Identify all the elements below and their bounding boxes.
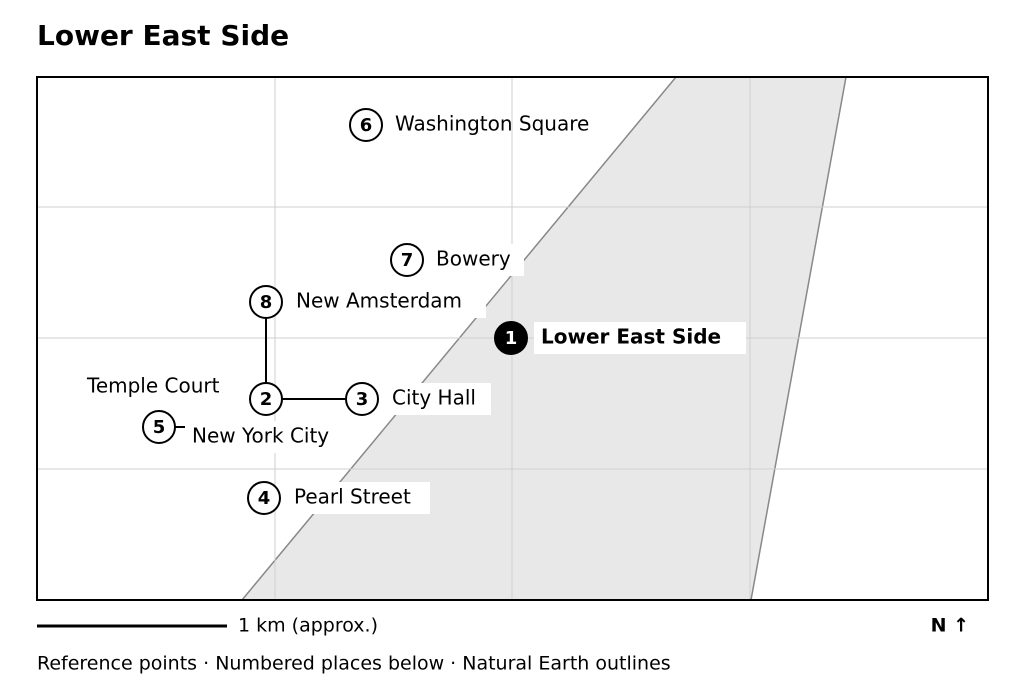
- place-number: 8: [260, 292, 273, 313]
- place-label: Lower East Side: [541, 325, 721, 349]
- label-background: [534, 322, 746, 354]
- place-label: City Hall: [392, 386, 476, 410]
- place-label: Bowery: [436, 247, 511, 271]
- label-background: [290, 286, 486, 318]
- place-marker: [142, 410, 176, 444]
- map: 1 Lower East Side 2 Temple Court 3 City …: [36, 76, 989, 601]
- north-arrow: N ↑: [931, 615, 969, 637]
- label-background: [386, 383, 491, 415]
- place-number: 3: [356, 389, 369, 410]
- place-label: New Amsterdam: [296, 289, 462, 313]
- place-label: Temple Court: [86, 374, 220, 398]
- place-number: 6: [360, 115, 373, 136]
- place-marker: [247, 481, 281, 515]
- place-number: 5: [153, 417, 166, 438]
- place-number: 2: [260, 389, 273, 410]
- place-marker: [494, 321, 528, 355]
- footer: Reference points · Numbered places below…: [37, 653, 671, 675]
- place-label: New York City: [192, 424, 329, 448]
- place-number: 7: [401, 250, 414, 271]
- label-background: [288, 482, 430, 514]
- title: Lower East Side: [37, 19, 289, 52]
- place-marker: [249, 382, 283, 416]
- place-marker: [349, 108, 383, 142]
- label-background: [430, 244, 524, 276]
- place-label: Pearl Street: [294, 485, 411, 509]
- place-label: Washington Square: [395, 112, 589, 136]
- place-marker: [345, 382, 379, 416]
- place-number: 4: [258, 488, 271, 509]
- map-frame: [36, 76, 989, 601]
- place-marker: [249, 285, 283, 319]
- place-number: 1: [505, 328, 518, 349]
- label-background: [186, 421, 350, 453]
- place-marker: [390, 243, 424, 277]
- scale-label: 1 km (approx.): [238, 615, 378, 637]
